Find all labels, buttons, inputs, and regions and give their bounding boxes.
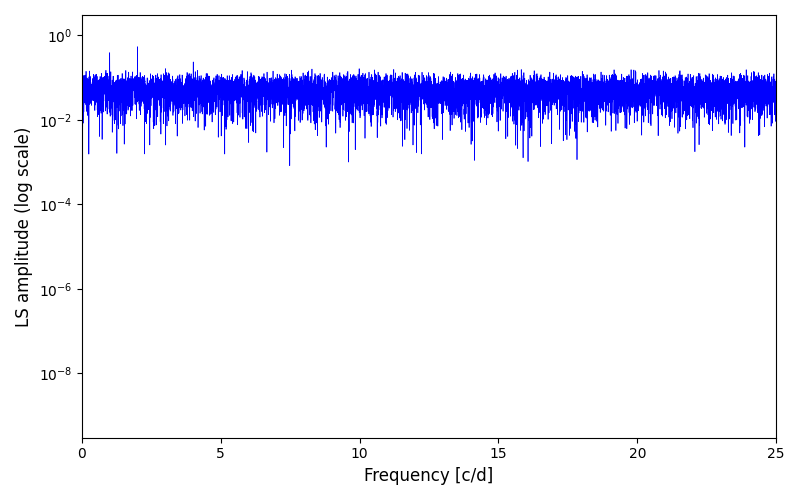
Y-axis label: LS amplitude (log scale): LS amplitude (log scale) xyxy=(15,126,33,326)
X-axis label: Frequency [c/d]: Frequency [c/d] xyxy=(364,467,494,485)
